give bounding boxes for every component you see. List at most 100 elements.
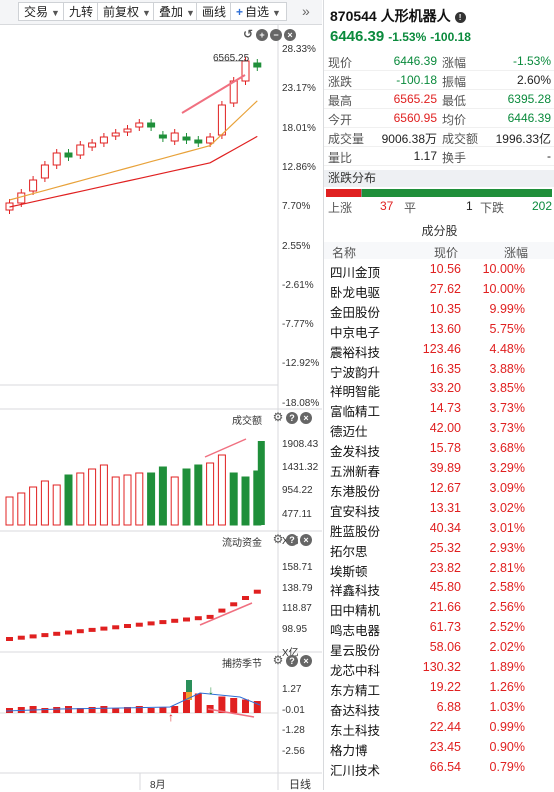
component-row[interactable]: 金田股份 10.35 9.99% — [324, 300, 554, 320]
volume-bar — [88, 468, 97, 526]
quote-label: 均价 — [442, 113, 467, 127]
close-icon[interactable]: × — [300, 655, 312, 667]
component-row[interactable]: 鸣志电器 61.73 2.52% — [324, 618, 554, 639]
adjust-menu-button[interactable]: 前复权 ▼ — [97, 2, 157, 21]
component-name: 富临精工 — [330, 405, 381, 420]
component-change: 3.29% — [489, 461, 525, 475]
close-icon[interactable]: × — [300, 412, 312, 424]
add-watchlist-button[interactable]: + 自选 ▼ — [230, 2, 287, 21]
component-row[interactable]: 震裕科技 123.46 4.48% — [324, 340, 554, 360]
kline-chart-area[interactable]: ↑ ↓ ↺ + − × 6565.25 28.33% 23.17% 18.01% 12.86%… — [0, 25, 322, 791]
flow-bar — [65, 630, 72, 635]
info-icon[interactable]: ! — [454, 12, 466, 23]
component-row[interactable]: 星云股份 58.06 2.02% — [324, 638, 554, 658]
component-price: 39.89 — [429, 461, 461, 475]
flow-axis-tick: X亿 — [282, 648, 299, 659]
component-row[interactable]: 宜安科技 13.31 3.02% — [324, 499, 554, 519]
flow-panel-title: 流动资金 — [222, 538, 262, 549]
help-icon[interactable]: ? — [286, 412, 298, 424]
component-row[interactable]: 龙芯中科 130.32 1.89% — [324, 658, 554, 678]
component-change: 9.99% — [489, 301, 525, 316]
component-change: 2.02% — [489, 640, 525, 655]
close-icon[interactable]: × — [284, 29, 296, 41]
component-row[interactable]: 埃斯顿 23.82 2.81% — [324, 559, 554, 579]
candle — [158, 134, 167, 139]
help-icon[interactable]: ? — [286, 655, 298, 667]
component-row[interactable]: 胜蓝股份 40.34 3.01% — [324, 519, 554, 539]
component-change: 2.81% — [489, 560, 525, 575]
component-name: 鸣志电器 — [330, 624, 381, 639]
x-axis-month-label: 8月 — [150, 780, 166, 791]
component-price: 45.80 — [429, 580, 461, 595]
help-icon[interactable]: ? — [286, 534, 298, 546]
reset-icon[interactable]: ↺ — [242, 27, 254, 41]
component-row[interactable]: 拓尔思 25.32 2.93% — [324, 539, 554, 559]
component-price: 40.34 — [429, 520, 461, 535]
volume-bar — [229, 472, 238, 526]
flow-axis-tick: 158.71 — [282, 562, 313, 573]
component-row[interactable]: 东方精工 19.22 1.26% — [324, 678, 554, 698]
component-name: 五洲新春 — [330, 465, 381, 479]
price-axis-tick: -18.08% — [282, 397, 320, 409]
volume-axis-tick: 1431.32 — [282, 462, 319, 474]
flow-bar — [194, 616, 202, 621]
component-row[interactable]: 德迈仕 42.00 3.73% — [324, 419, 554, 439]
component-row[interactable]: 四川金顶 10.56 10.00% — [324, 260, 554, 280]
gear-icon[interactable]: ⚙ — [272, 653, 284, 667]
collapse-panel-icon[interactable]: » — [302, 3, 310, 19]
component-row[interactable]: 卧龙电驱 27.62 10.00% — [324, 280, 554, 300]
volume-bar — [5, 496, 14, 526]
high-price-label: 6565.25 — [213, 53, 250, 64]
close-icon[interactable]: × — [300, 534, 312, 546]
component-row[interactable]: 金发科技 15.78 3.68% — [324, 439, 554, 459]
quote-value: 6565.25 — [393, 92, 437, 106]
volume-axis-tick: 1908.43 — [282, 439, 319, 450]
component-row[interactable]: 祥明智能 33.20 3.85% — [324, 379, 554, 399]
component-row[interactable]: 富临精工 14.73 3.73% — [324, 399, 554, 420]
period-daily-tab[interactable]: 日线 — [289, 779, 311, 791]
capture-bar — [186, 692, 192, 700]
gear-icon[interactable]: ⚙ — [272, 410, 284, 424]
component-price: 58.06 — [429, 640, 461, 655]
gear-icon[interactable]: ⚙ — [272, 532, 284, 546]
volume-bar — [52, 484, 61, 526]
flow-bar — [135, 622, 143, 627]
zoom-in-icon[interactable]: + — [256, 29, 268, 41]
price-axis-tick: 28.33% — [282, 44, 316, 55]
component-row[interactable]: 宁波韵升 16.35 3.88% — [324, 360, 554, 380]
volume-bar — [194, 464, 203, 526]
component-row[interactable]: 汇川技术 66.54 0.79% — [324, 758, 554, 778]
component-row[interactable]: 格力博 23.45 0.90% — [324, 738, 554, 758]
component-row[interactable]: 田中精机 21.66 2.56% — [324, 598, 554, 618]
component-change: 3.01% — [489, 520, 525, 535]
quote-value: -1.53% — [512, 54, 551, 68]
component-row[interactable]: 东港股份 12.67 3.09% — [324, 479, 554, 499]
quote-value: 6560.95 — [393, 111, 437, 125]
capture-axis-tick: 1.27 — [282, 684, 302, 695]
flow-bar — [88, 627, 96, 632]
distribution-counts: 上涨 37 平 1 下跌 202 — [328, 199, 552, 215]
quote-panel: 870544 人形机器人! 6446.39 -1.53% -100.18 现价 644… — [323, 0, 554, 790]
capture-bar — [218, 696, 226, 713]
volume-panel-title: 成交额 — [232, 416, 262, 427]
capture-bar — [88, 707, 96, 713]
nine-turn-button[interactable]: 九转 — [63, 2, 100, 21]
flow-bar — [218, 608, 226, 613]
kline-chart[interactable]: ↑↓ — [0, 25, 322, 790]
component-row[interactable]: 中京电子 13.60 5.75% — [324, 320, 554, 340]
draw-line-button[interactable]: 画线 — [196, 2, 233, 21]
component-row[interactable]: 五洲新春 39.89 3.29% — [324, 459, 554, 479]
ma-line — [9, 100, 258, 201]
trade-menu-button[interactable]: 交易 ▼ — [18, 2, 66, 21]
quote-row: 今开 6560.95 均价 6446.39 — [324, 109, 554, 128]
volume-bar — [40, 480, 49, 526]
component-name: 祥鑫科技 — [330, 584, 381, 599]
volume-bar — [111, 476, 120, 526]
component-row[interactable]: 东土科技 22.44 0.99% — [324, 718, 554, 738]
flow-trend — [199, 602, 253, 626]
component-row[interactable]: 祥鑫科技 45.80 2.58% — [324, 578, 554, 599]
overlay-menu-button[interactable]: 叠加 ▼ — [153, 2, 201, 21]
component-row[interactable]: 奋达科技 6.88 1.03% — [324, 698, 554, 718]
component-price: 13.60 — [429, 321, 461, 336]
zoom-out-icon[interactable]: − — [270, 29, 282, 41]
